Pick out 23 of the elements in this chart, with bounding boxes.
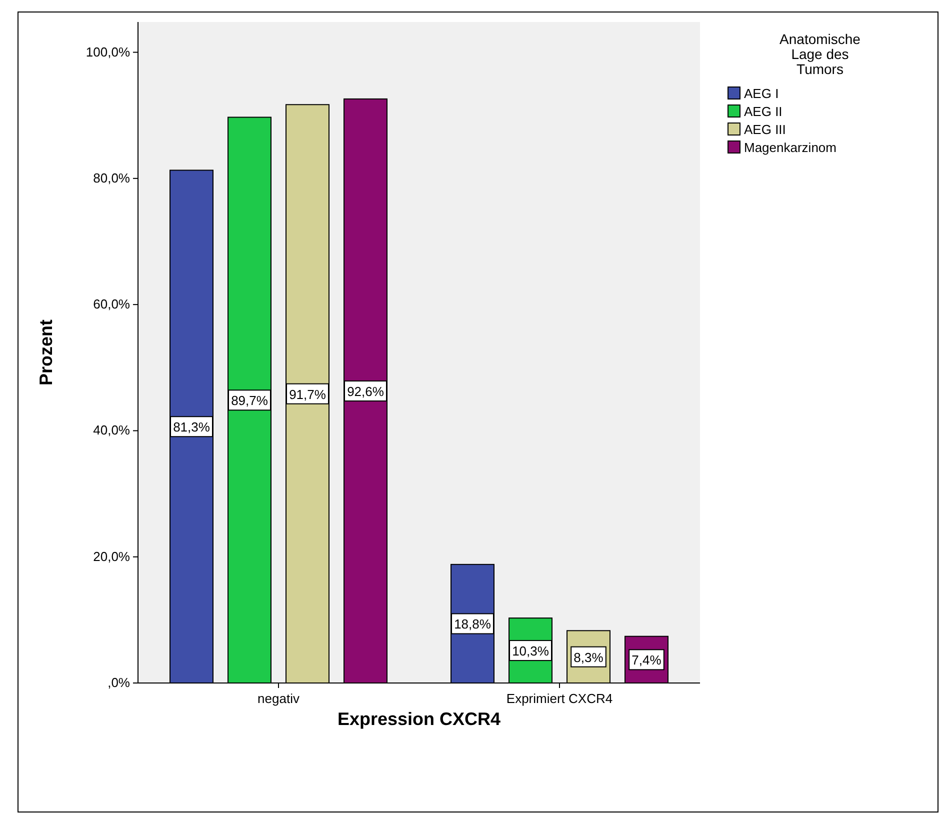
y-tick-label: 100,0% bbox=[86, 44, 130, 60]
data-label: 8,3% bbox=[574, 650, 604, 665]
data-label: 7,4% bbox=[632, 652, 662, 668]
data-label: 89,7% bbox=[231, 393, 268, 408]
y-tick-label: 20,0% bbox=[93, 548, 130, 564]
data-label: 10,3% bbox=[512, 644, 550, 659]
y-tick-label: 40,0% bbox=[93, 422, 130, 438]
legend-label: Magenkarzinom bbox=[744, 140, 836, 155]
y-tick-label: ,0% bbox=[108, 675, 130, 690]
legend-title: Anatomische Lage des Tumors bbox=[780, 31, 861, 77]
legend-label: AEG II bbox=[744, 104, 782, 119]
x-tick-label: Exprimiert CXCR4 bbox=[506, 691, 613, 706]
data-label: 18,8% bbox=[454, 616, 492, 632]
y-axis-title: Prozent bbox=[36, 319, 56, 386]
data-label: 92,6% bbox=[347, 384, 384, 399]
data-label: 91,7% bbox=[289, 386, 326, 402]
y-tick-label: 60,0% bbox=[93, 296, 130, 312]
data-label: 81,3% bbox=[173, 420, 210, 435]
legend-label: AEG I bbox=[744, 86, 779, 101]
y-tick-label: 80,0% bbox=[93, 170, 130, 186]
x-tick-label: negativ bbox=[258, 691, 300, 706]
legend-label: AEG III bbox=[744, 122, 786, 137]
x-axis-title: Expression CXCR4 bbox=[337, 709, 501, 729]
